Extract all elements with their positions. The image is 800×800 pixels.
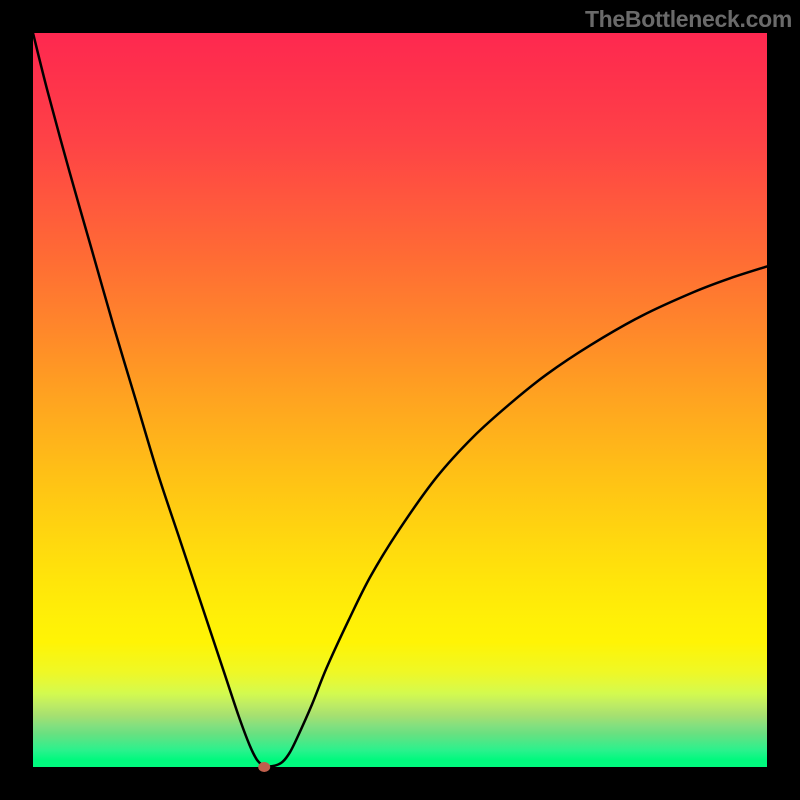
watermark-text: TheBottleneck.com <box>585 6 792 33</box>
plot-background <box>33 33 767 767</box>
optimal-point-marker <box>258 762 270 772</box>
chart-svg <box>0 0 800 800</box>
bottleneck-chart: TheBottleneck.com <box>0 0 800 800</box>
